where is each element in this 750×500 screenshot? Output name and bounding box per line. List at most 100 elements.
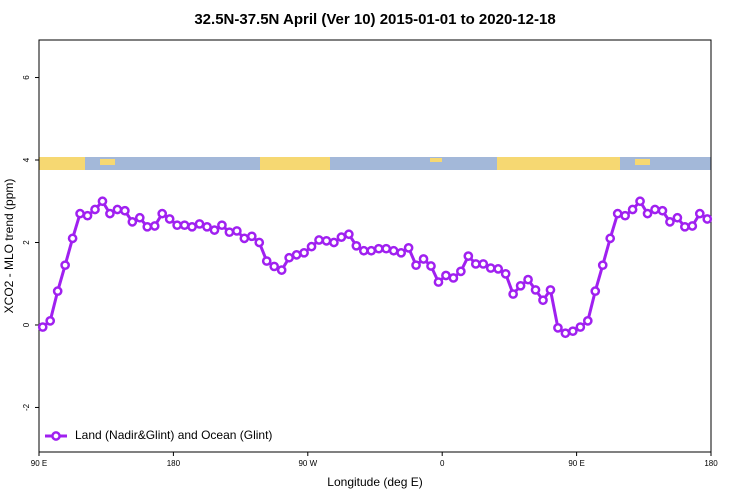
data-point: [351, 240, 362, 251]
x-axis-label: Longitude (deg E): [327, 475, 422, 489]
data-point: [127, 217, 138, 227]
data-point: [157, 208, 168, 219]
data-point: [680, 221, 690, 232]
x-tick-label: 90 E: [568, 459, 584, 468]
data-point: [246, 231, 257, 242]
data-point: [261, 256, 272, 266]
data-point: [538, 295, 548, 306]
data-point: [612, 208, 623, 219]
data-point: [530, 285, 541, 295]
data-point: [209, 225, 220, 235]
y-tick-label: -2: [22, 403, 31, 411]
data-point: [284, 252, 294, 263]
data-point: [493, 264, 504, 274]
data-point: [120, 205, 130, 216]
data-point: [90, 204, 100, 215]
data-point: [60, 260, 70, 271]
data-point: [411, 260, 421, 271]
data-point: [187, 221, 197, 232]
data-point: [172, 220, 182, 231]
data-point: [672, 212, 683, 223]
data-point: [582, 316, 593, 326]
data-point: [702, 214, 713, 224]
data-point: [650, 204, 660, 215]
data-point: [97, 196, 108, 207]
data-point: [627, 204, 638, 215]
data-point: [500, 268, 511, 279]
data-point: [597, 260, 608, 271]
data-point: [254, 237, 265, 248]
data-point: [635, 196, 645, 207]
data-point: [37, 322, 48, 332]
data-point: [75, 208, 85, 219]
data-point: [388, 245, 399, 256]
data-point: [545, 285, 556, 295]
y-tick-label: 2: [22, 240, 31, 245]
data-point: [239, 233, 250, 244]
data-point: [478, 259, 489, 269]
data-point: [358, 245, 369, 256]
data-point: [568, 326, 578, 337]
data-point: [269, 261, 280, 272]
data-point: [224, 227, 235, 238]
y-tick-label: 4: [22, 157, 31, 162]
data-point: [134, 212, 145, 223]
data-point: [687, 221, 698, 231]
data-point: [508, 289, 518, 299]
data-point: [515, 280, 526, 291]
data-point: [232, 226, 242, 236]
data-point: [142, 221, 153, 232]
legend-marker: [51, 431, 61, 441]
data-point: [590, 286, 601, 297]
legend-label: Land (Nadir&Glint) and Ocean (Glint): [75, 428, 272, 442]
data-point: [560, 328, 571, 339]
surface-strip: [39, 157, 711, 170]
data-point: [366, 245, 377, 256]
data-point: [470, 259, 481, 269]
data-point: [381, 243, 392, 254]
data-point: [665, 217, 675, 227]
x-tick-label: 180: [704, 459, 718, 468]
data-point: [642, 208, 653, 219]
data-point: [575, 322, 586, 332]
plot-frame: [38, 39, 712, 453]
data-point: [657, 205, 668, 216]
data-point: [45, 316, 56, 326]
data-point: [418, 254, 429, 264]
data-point: [299, 247, 309, 258]
data-point: [620, 210, 630, 221]
data-point: [52, 286, 63, 297]
data-point: [426, 261, 436, 271]
data-point: [373, 243, 384, 254]
x-tick-label: 90 W: [298, 459, 317, 468]
data-point: [441, 270, 451, 281]
data-point: [448, 273, 459, 283]
data-point: [336, 232, 347, 242]
data-point: [314, 235, 324, 245]
data-point: [523, 274, 533, 285]
data-point: [403, 243, 414, 253]
data-point: [433, 277, 444, 287]
y-tick-label: 0: [22, 322, 31, 327]
data-point: [67, 233, 78, 244]
y-axis-label: XCO2 - MLO trend (ppm): [2, 179, 16, 314]
data-point: [553, 323, 563, 333]
x-tick-label: 180: [167, 459, 181, 468]
x-tick-label: 0: [440, 459, 445, 468]
data-point: [164, 214, 175, 224]
data-point: [605, 233, 616, 244]
data-point: [105, 208, 115, 219]
data-point: [179, 220, 190, 231]
data-point: [485, 263, 496, 273]
data-point: [344, 229, 354, 240]
chart-title: 32.5N-37.5N April (Ver 10) 2015-01-01 to…: [194, 11, 555, 28]
data-point: [291, 250, 302, 260]
data-point: [194, 219, 205, 229]
data-point: [149, 221, 160, 231]
data-point: [396, 247, 406, 258]
data-point: [276, 265, 287, 275]
data-point: [463, 251, 474, 261]
y-tick-label: 6: [22, 75, 31, 80]
data-point: [321, 235, 332, 246]
